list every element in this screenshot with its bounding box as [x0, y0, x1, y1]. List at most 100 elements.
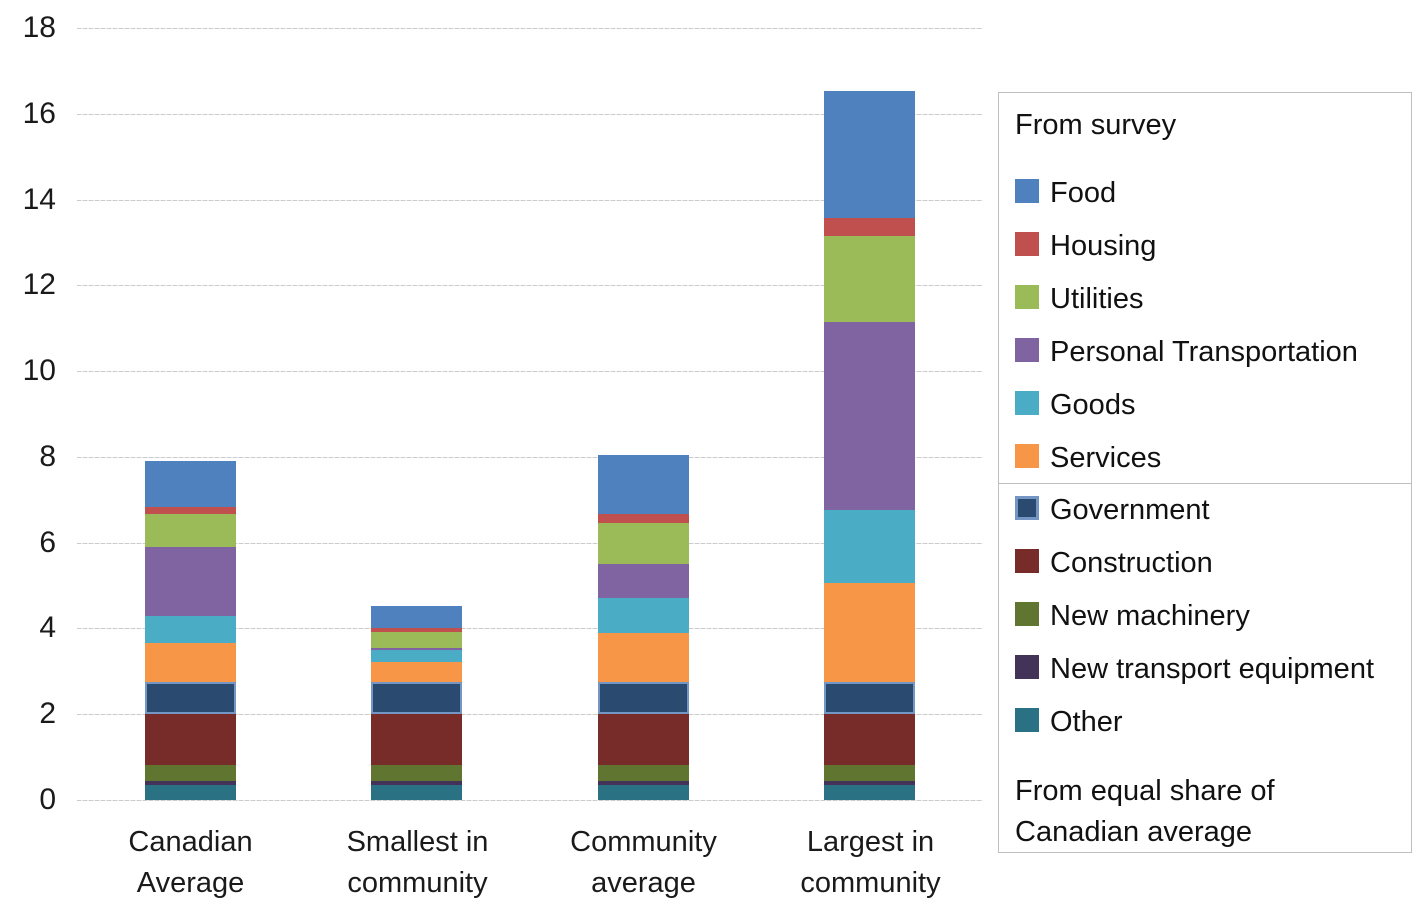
legend-items-from-survey: Food Housing Utilities Personal Transportat… [1015, 179, 1358, 497]
legend-swatch-personal-transportation [1015, 338, 1039, 362]
legend-item-utilities: Utilities [1015, 285, 1358, 338]
bar-segment-new-transport-equipment [598, 781, 689, 785]
legend-swatch-utilities [1015, 285, 1039, 309]
legend-swatch-new-machinery [1015, 602, 1039, 626]
y-axis-tick-label-12: 12 [22, 268, 56, 301]
legend-swatch-new-transport-equipment [1015, 655, 1039, 679]
y-axis-tick-label-8: 8 [39, 440, 56, 473]
gridline-4 [77, 628, 983, 629]
bar-segment-construction [824, 714, 915, 765]
bar-segment-food [145, 461, 236, 507]
bar-segment-housing [598, 514, 689, 523]
legend-label-new-transport-equipment: New transport equipment [1050, 653, 1374, 685]
bar-smallest-in-community [371, 28, 462, 800]
legend-title-from-survey: From survey [1015, 109, 1177, 141]
bar-segment-goods [824, 510, 915, 583]
y-axis-tick-label-0: 0 [39, 783, 56, 816]
legend-footer-equal-share: From equal share of Canadian average [1015, 771, 1275, 853]
legend-swatch-goods [1015, 391, 1039, 415]
bar-segment-services [824, 583, 915, 682]
bar-segment-utilities [371, 632, 462, 648]
legend-item-goods: Goods [1015, 391, 1358, 444]
legend-label-government: Government [1050, 494, 1210, 526]
x-axis-label-canadian-average: Canadian Average [128, 826, 253, 899]
bar-segment-goods [598, 598, 689, 633]
bar-segment-food [824, 91, 915, 218]
gridline-8 [77, 457, 983, 458]
bar-segment-construction [371, 714, 462, 765]
legend-label-utilities: Utilities [1050, 283, 1144, 315]
legend-item-food: Food [1015, 179, 1358, 232]
x-axis-label-largest-in-community: Largest in community [800, 826, 941, 899]
bar-segment-personal-transportation [371, 648, 462, 650]
bar-segment-government [145, 682, 236, 714]
bar-segment-utilities [145, 514, 236, 547]
bar-segment-new-machinery [145, 765, 236, 781]
bar-segment-construction [598, 714, 689, 765]
bar-segment-personal-transportation [145, 547, 236, 616]
bar-segment-utilities [598, 523, 689, 564]
bar-segment-government [598, 682, 689, 714]
legend-item-new-machinery: New machinery [1015, 602, 1374, 655]
bar-segment-other [371, 785, 462, 800]
legend-item-government: Government [1015, 496, 1374, 549]
legend-swatch-government [1015, 496, 1039, 520]
bar-segment-other [824, 785, 915, 800]
gridline-10 [77, 371, 983, 372]
bar-segment-new-machinery [824, 765, 915, 781]
bar-segment-new-machinery [371, 765, 462, 781]
legend-item-housing: Housing [1015, 232, 1358, 285]
bar-segment-other [598, 785, 689, 800]
y-axis-tick-label-18: 18 [22, 11, 56, 44]
bar-segment-goods [145, 616, 236, 643]
bar-largest-in-community [824, 28, 915, 800]
legend-label-food: Food [1050, 177, 1117, 209]
legend-footer-line-1: From equal share of [1015, 775, 1275, 807]
legend-item-other: Other [1015, 708, 1374, 761]
bar-segment-food [371, 606, 462, 628]
bar-segment-new-transport-equipment [824, 781, 915, 785]
legend-box-equal-share: Government Construction New machinery New t… [998, 483, 1412, 853]
bar-segment-new-machinery [598, 765, 689, 781]
bar-segment-construction [145, 714, 236, 765]
legend-label-new-machinery: New machinery [1050, 600, 1250, 632]
legend-footer-line-2: Canadian average [1015, 816, 1253, 848]
gridline-0 [77, 800, 983, 801]
bar-segment-food [598, 455, 689, 514]
x-axis-label-smallest-in-community: Smallest in community [346, 826, 489, 899]
bar-segment-personal-transportation [598, 564, 689, 598]
legend-swatch-services [1015, 444, 1039, 468]
legend-swatch-other [1015, 708, 1039, 732]
legend-label-housing: Housing [1050, 230, 1157, 262]
gridline-6 [77, 543, 983, 544]
y-axis-tick-label-10: 10 [22, 354, 56, 387]
legend-item-services: Services [1015, 444, 1358, 497]
legend-swatch-food [1015, 179, 1039, 203]
legend-item-personal-transportation: Personal Transportation [1015, 338, 1358, 391]
legend-label-goods: Goods [1050, 389, 1136, 421]
bar-segment-government [824, 682, 915, 714]
bar-segment-housing [145, 507, 236, 514]
bar-segment-new-transport-equipment [371, 781, 462, 785]
legend-label-other: Other [1050, 706, 1123, 738]
legend-label-personal-transportation: Personal Transportation [1050, 336, 1358, 368]
legend-label-construction: Construction [1050, 547, 1213, 579]
bar-segment-housing [824, 218, 915, 236]
gridline-18 [77, 28, 983, 29]
bar-segment-goods [371, 650, 462, 662]
bar-segment-housing [371, 628, 462, 632]
legend-label-services: Services [1050, 442, 1162, 474]
x-axis-label-community-average: Community average [570, 826, 717, 899]
bar-segment-other [145, 785, 236, 800]
y-axis-tick-label-4: 4 [39, 611, 56, 644]
bar-segment-new-transport-equipment [145, 781, 236, 785]
y-axis-tick-label-14: 14 [22, 183, 56, 216]
legend-item-construction: Construction [1015, 549, 1374, 602]
gridline-2 [77, 714, 983, 715]
y-axis-tick-label-2: 2 [39, 697, 56, 730]
bar-community-average [598, 28, 689, 800]
legend-swatch-housing [1015, 232, 1039, 256]
legend-items-equal-share: Government Construction New machinery New t… [1015, 496, 1374, 761]
plot-area [77, 28, 983, 801]
